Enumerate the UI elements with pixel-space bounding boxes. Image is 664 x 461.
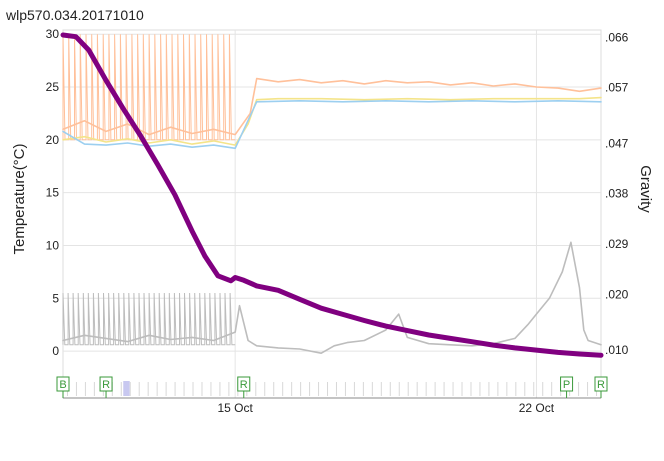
event-marker-R[interactable]: R — [594, 376, 608, 398]
event-marker-P[interactable]: P — [560, 376, 574, 398]
event-marker-label: P — [563, 379, 570, 391]
event-marker-box — [237, 376, 251, 392]
y-tick-label-right: .029 — [605, 237, 629, 251]
series-spikes-beer_temp — [62, 34, 236, 141]
series-spikes-heater_line — [62, 292, 236, 346]
y-tick-label-left: 30 — [46, 27, 60, 41]
y-tick-label-right: .047 — [605, 136, 629, 150]
y-tick-label-right: .038 — [605, 187, 629, 201]
y-tick-label-right: .057 — [605, 81, 629, 95]
x-tick-label: 22 Oct — [519, 401, 555, 415]
cooling-band — [123, 381, 130, 396]
y-tick-label-left: 25 — [46, 80, 60, 94]
event-marker-label: B — [59, 379, 66, 391]
y-axis-label-right: Gravity — [637, 165, 654, 213]
y-tick-label-right: .020 — [605, 287, 629, 301]
y-tick-label-left: 20 — [46, 133, 60, 147]
series-line-heater_line — [62, 241, 602, 354]
event-marker-box — [560, 376, 574, 392]
event-marker-R[interactable]: R — [99, 376, 113, 398]
event-marker-label: R — [597, 379, 605, 391]
series-line-room_temp — [62, 100, 602, 150]
series-lines — [60, 32, 604, 358]
series-line-beer_temp — [62, 77, 602, 136]
event-marker-B[interactable]: B — [56, 376, 70, 398]
axes — [63, 381, 601, 399]
y-axis-label-left: Temperature(°C) — [11, 143, 28, 254]
y-tick-label-right: .066 — [605, 30, 629, 44]
x-tick-label: 15 Oct — [217, 401, 253, 415]
y-tick-label-left: 5 — [52, 291, 59, 305]
event-marker-label: R — [240, 379, 248, 391]
series-line-gravity — [60, 32, 604, 358]
y-tick-label-left: 0 — [52, 344, 59, 358]
chart-title: wlp570.034.20171010 — [5, 7, 144, 23]
event-marker-box — [56, 376, 70, 392]
event-marker-box — [99, 376, 113, 392]
event-marker-R[interactable]: R — [237, 376, 251, 398]
tick-labels: 0 5 10 15 20 25 30 .066 .057 .047 .038 .029 .020 .010… — [46, 27, 629, 415]
y-tick-label-left: 10 — [46, 238, 60, 252]
y-tick-label-left: 15 — [46, 186, 60, 200]
event-marker-label: R — [102, 379, 110, 391]
event-marker-box — [594, 376, 608, 392]
y-tick-label-right: .010 — [605, 343, 629, 357]
